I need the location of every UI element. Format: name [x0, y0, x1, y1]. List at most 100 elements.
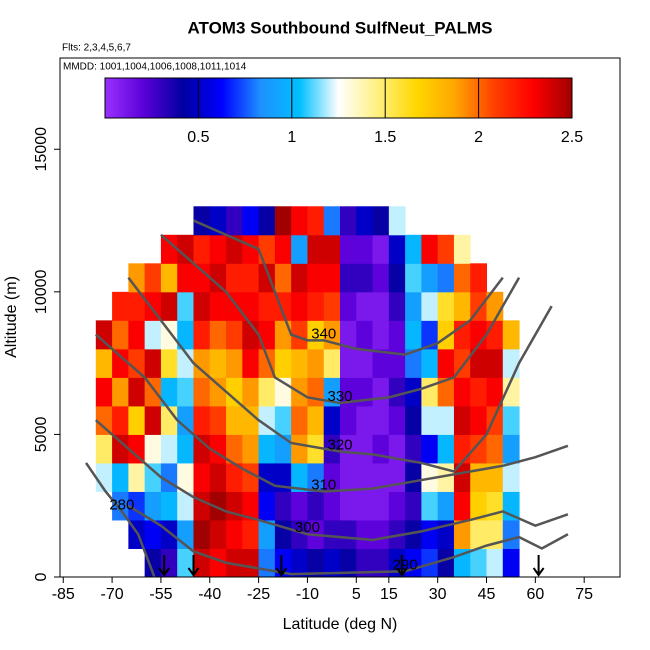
- heat-cell: [421, 234, 439, 264]
- subtitle: Flts: 2,3,4,5,6,7: [62, 43, 131, 54]
- heat-cell: [470, 548, 488, 578]
- heat-cell: [160, 491, 178, 521]
- heat-cell: [372, 377, 390, 407]
- contour-label: 300: [295, 519, 320, 536]
- heat-cell: [128, 320, 146, 350]
- heat-cell: [502, 405, 520, 435]
- heat-cell: [128, 405, 146, 435]
- x-tick-label: 15: [380, 586, 398, 603]
- heat-cell: [388, 263, 406, 293]
- heat-cell: [291, 491, 308, 521]
- x-tick-label: 45: [478, 586, 496, 603]
- heat-cell: [291, 405, 308, 435]
- contour-label: 330: [327, 388, 352, 405]
- heat-cell: [112, 434, 129, 464]
- heat-cell: [193, 405, 211, 435]
- heat-cell: [323, 234, 341, 264]
- heat-cell: [405, 320, 422, 350]
- heat-cell: [291, 548, 308, 578]
- x-tick-label: -55: [149, 586, 172, 603]
- heat-cell: [193, 234, 211, 264]
- y-tick-label: 15000: [33, 127, 50, 172]
- heat-cell: [307, 434, 325, 464]
- heat-cell: [258, 206, 276, 236]
- heat-cell: [421, 377, 439, 407]
- heat-cell: [388, 234, 406, 264]
- heat-cell: [340, 291, 357, 321]
- y-tick-label: 10000: [33, 269, 50, 314]
- heat-cell: [193, 377, 211, 407]
- heat-cell: [242, 320, 260, 350]
- heat-cell: [437, 434, 455, 464]
- heat-cell: [486, 548, 504, 578]
- heat-cell: [502, 548, 520, 578]
- heat-cell: [307, 348, 325, 378]
- heat-cell: [470, 263, 488, 293]
- heat-cell: [209, 320, 227, 350]
- heat-cell: [307, 405, 325, 435]
- heat-cell: [405, 348, 422, 378]
- contour-line: [192, 219, 504, 356]
- heat-cell: [291, 434, 308, 464]
- heat-cell: [209, 377, 227, 407]
- heat-cell: [226, 263, 243, 293]
- heat-cell: [307, 462, 325, 492]
- heat-cell: [291, 462, 308, 492]
- heat-cell: [209, 462, 227, 492]
- heat-cell: [437, 348, 455, 378]
- heat-cell: [356, 291, 374, 321]
- heat-cell: [502, 434, 520, 464]
- heat-cell: [242, 377, 260, 407]
- heat-cell: [340, 491, 357, 521]
- heat-cell: [258, 291, 276, 321]
- heat-cell: [226, 348, 243, 378]
- heat-cell: [226, 377, 243, 407]
- colorbar-tick-label: 1.5: [374, 129, 396, 146]
- heat-cell: [372, 320, 390, 350]
- heat-cell: [356, 434, 374, 464]
- heat-cell: [177, 434, 194, 464]
- heat-cell: [177, 291, 194, 321]
- heat-cell: [388, 320, 406, 350]
- heat-cell: [421, 263, 439, 293]
- x-tick-label: 60: [526, 586, 544, 603]
- heat-cell: [453, 377, 471, 407]
- note: MMDD: 1001,1004,1006,1008,1011,1014: [63, 62, 247, 73]
- heat-cell: [144, 348, 162, 378]
- heat-cell: [372, 491, 390, 521]
- heat-cell: [144, 462, 162, 492]
- heat-cell: [258, 320, 276, 350]
- heat-cell: [388, 377, 406, 407]
- heat-cell: [437, 263, 455, 293]
- heat-cell: [242, 234, 260, 264]
- heat-cell: [340, 462, 357, 492]
- heat-cell: [193, 519, 211, 549]
- x-tick-label: 5: [352, 586, 361, 603]
- heat-cell: [405, 519, 422, 549]
- chart-title: ATOM3 Southbound SulfNeut_PALMS: [187, 18, 492, 37]
- x-tick-label: -10: [296, 586, 319, 603]
- heat-cell: [258, 234, 276, 264]
- heat-cell: [128, 291, 146, 321]
- heat-cell: [226, 434, 243, 464]
- contour-label: 340: [311, 325, 336, 342]
- contour-line: [94, 333, 569, 493]
- heat-cell: [258, 434, 276, 464]
- heat-cell: [356, 348, 374, 378]
- heat-cell: [453, 491, 471, 521]
- heat-cell: [372, 462, 390, 492]
- heat-cell: [112, 348, 129, 378]
- heat-cell: [470, 405, 488, 435]
- heat-cell: [340, 548, 357, 578]
- heat-cell: [291, 291, 308, 321]
- heat-cell: [437, 320, 455, 350]
- heat-cell: [258, 377, 276, 407]
- heat-cell: [258, 491, 276, 521]
- heat-cell: [112, 291, 129, 321]
- heat-cell: [274, 320, 292, 350]
- heat-cell: [95, 434, 113, 464]
- heat-cell: [372, 234, 390, 264]
- heat-cell: [291, 348, 308, 378]
- colorbar-tick-label: 2: [474, 129, 483, 146]
- heat-cell: [453, 462, 471, 492]
